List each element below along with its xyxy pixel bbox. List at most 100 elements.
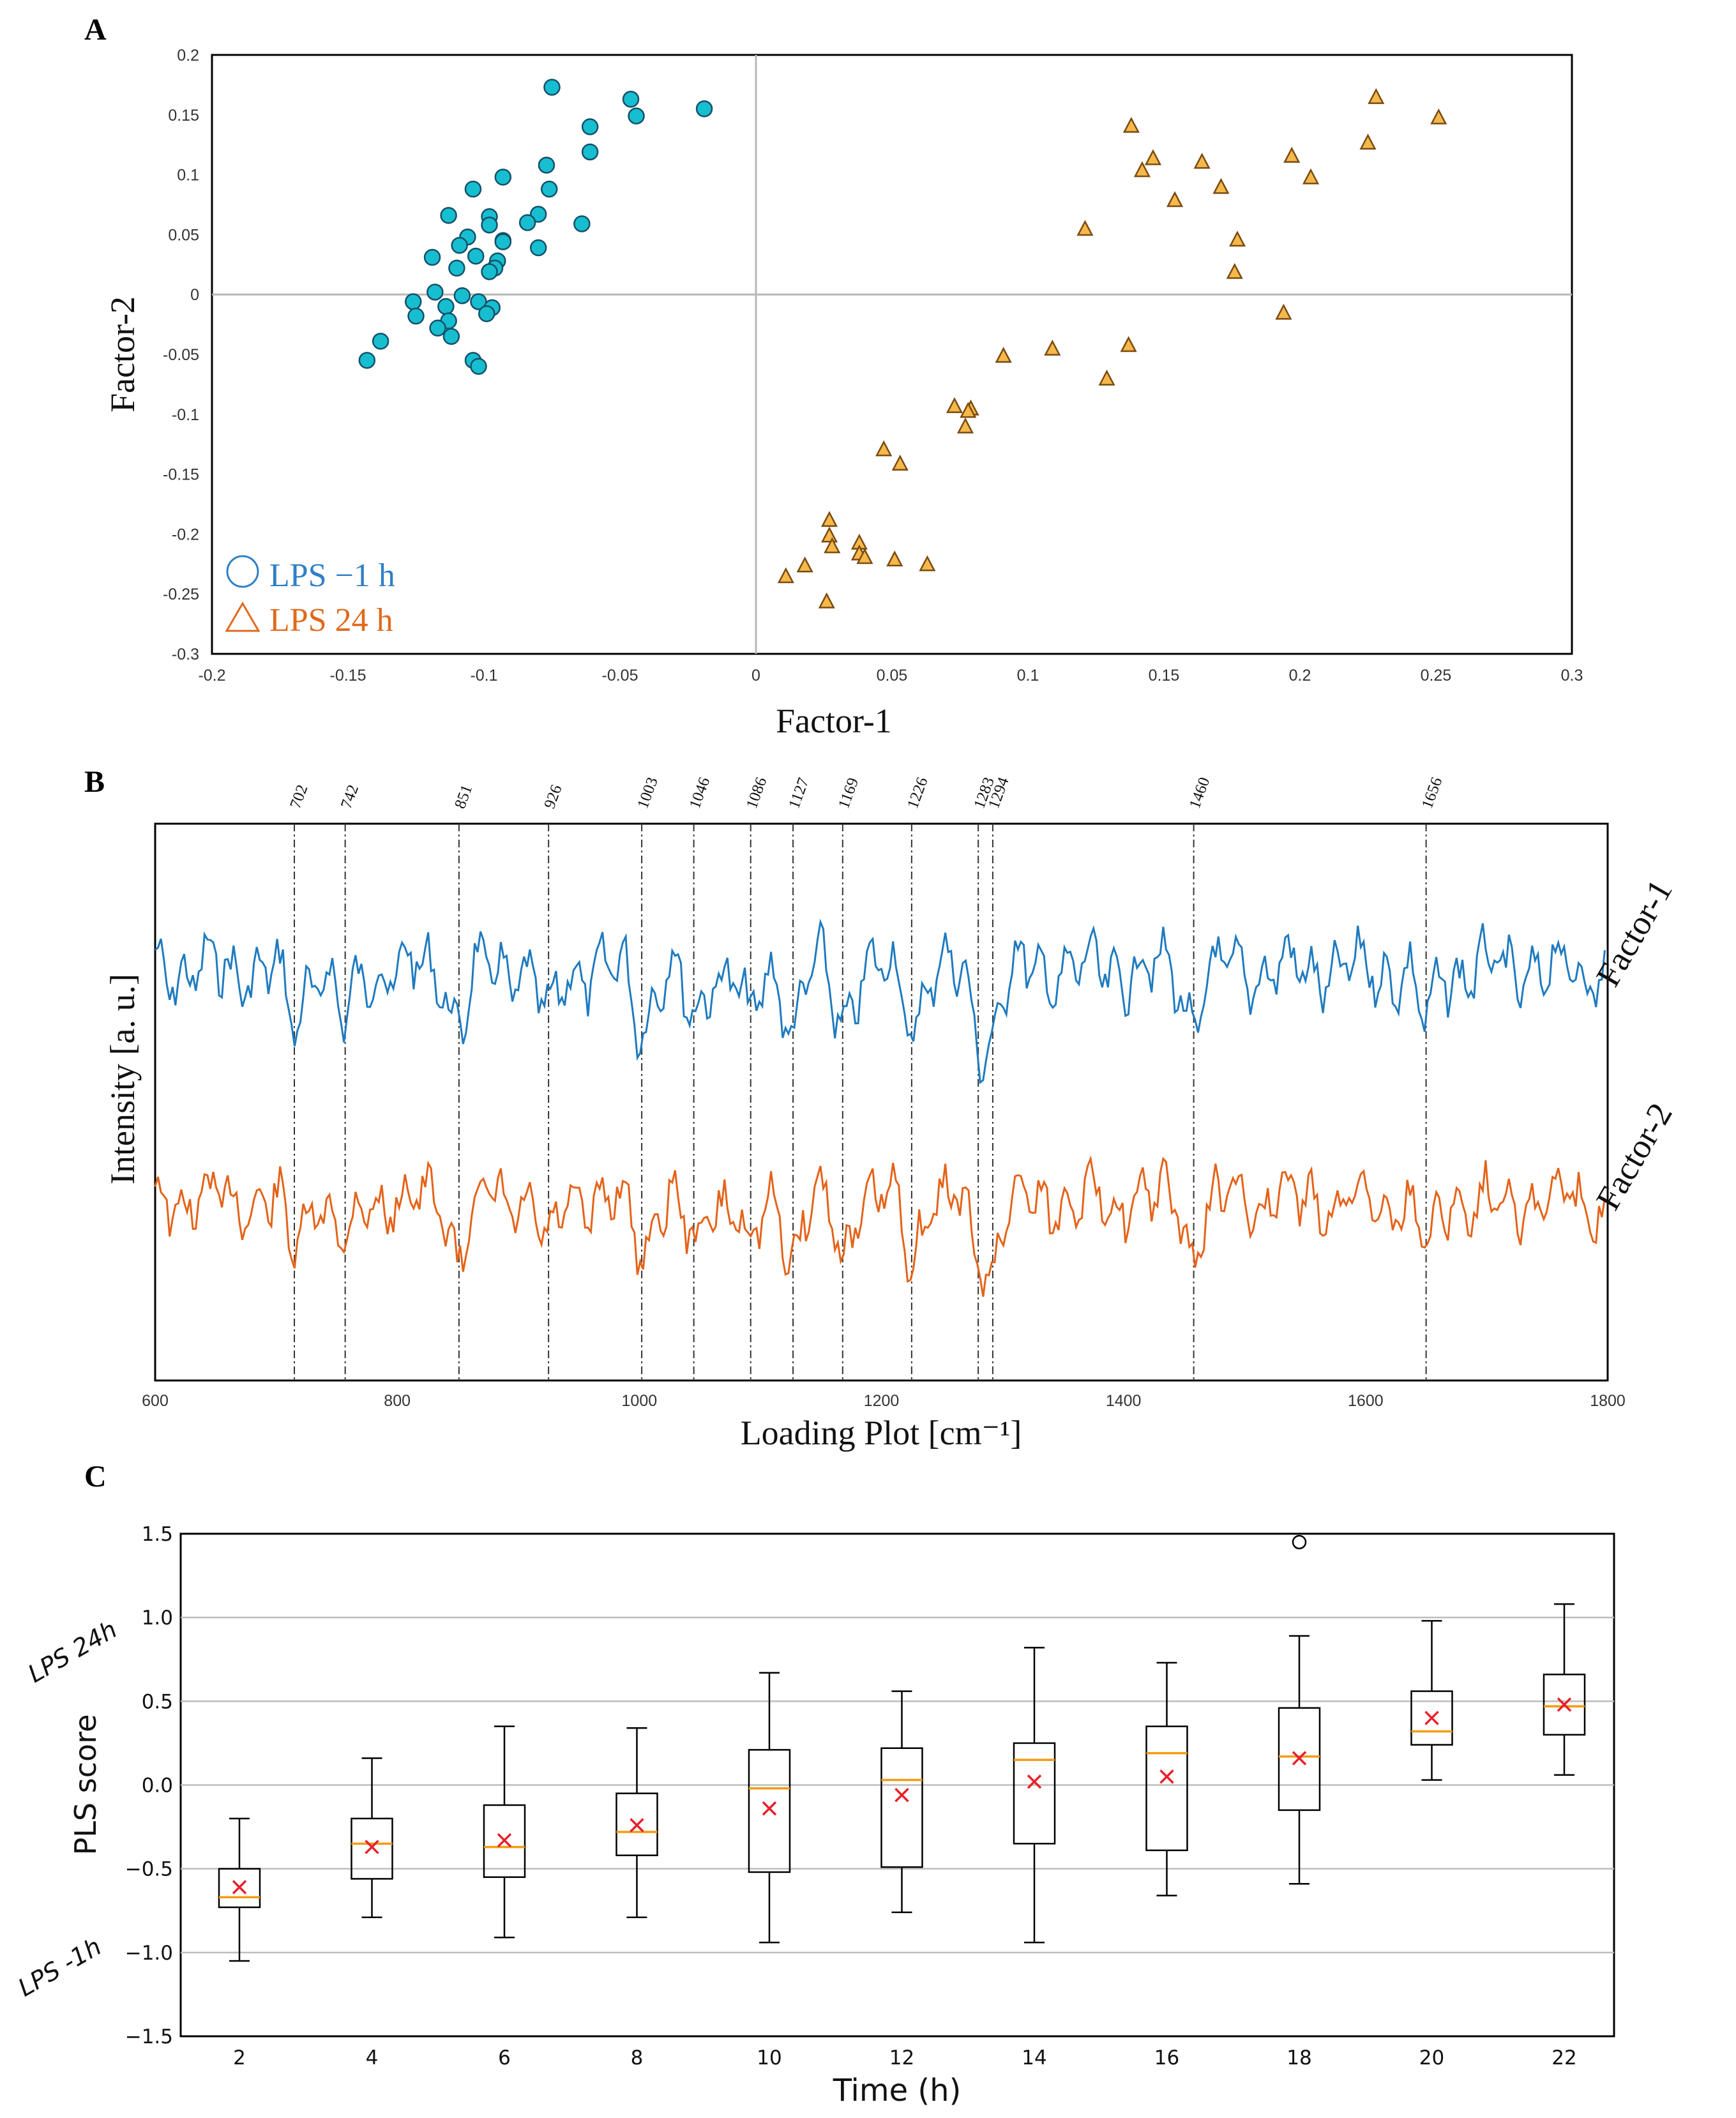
point-lps-24h (1144, 149, 1162, 165)
x-tick-label: 0.1 (1017, 667, 1039, 685)
factor-1-line (155, 918, 1606, 1085)
panel-b-y-axis-label: Intensity [a. u.] (103, 974, 142, 1184)
point-lps-24h (1359, 133, 1377, 150)
point-lps-24h (820, 526, 838, 543)
point-lps-24h (995, 347, 1012, 363)
point-lps-24h (824, 537, 841, 554)
panel-b-label: B (84, 765, 105, 799)
point-lps-minus-1h (622, 91, 640, 108)
point-lps-minus-1h (470, 358, 487, 375)
point-lps-minus-1h (581, 118, 599, 135)
annotation-lps-24h: LPS 24h (23, 1615, 121, 1688)
box-iqr (1145, 1725, 1188, 1852)
box-14h (1013, 1647, 1056, 1944)
legend-label-lps-minus-1h: LPS −1 h (269, 557, 395, 594)
panel-a-y-axis-label: Factor-2 (103, 296, 142, 412)
panel-c: C 1.5 1.0 0.5 0.0 −0.5 −1.0 −1.5 2 4 6 8 10 12 14 16 1… (13, 1460, 1615, 2108)
panel-a-x-axis-label: Factor-1 (776, 702, 892, 740)
x-tick-label: 6 (498, 2046, 511, 2069)
x-tick-label: 2 (233, 2046, 246, 2069)
panel-a-points (358, 79, 1447, 609)
point-lps-24h (875, 440, 893, 457)
y-tick-label: -0.15 (163, 466, 199, 484)
box-iqr (351, 1817, 393, 1880)
box-iqr (1410, 1690, 1453, 1746)
y-tick-label: 0 (190, 286, 199, 304)
x-tick-label: 1800 (1590, 1392, 1626, 1410)
peak-label: 1003 (634, 775, 661, 811)
panel-b-loading-lines (154, 918, 1606, 1297)
point-lps-minus-1h (464, 180, 482, 198)
point-lps-minus-1h (429, 319, 446, 337)
y-tick-label: −1.5 (125, 2025, 173, 2048)
mean-marker (1424, 1711, 1439, 1725)
point-lps-minus-1h (426, 284, 444, 301)
x-tick-label: 1000 (622, 1392, 658, 1410)
point-lps-24h (1368, 87, 1385, 104)
legend-triangle-marker (225, 601, 260, 632)
mean-marker (497, 1833, 512, 1848)
point-lps-24h (818, 592, 835, 609)
y-tick-label: -0.2 (172, 526, 199, 543)
x-tick-label: 0 (751, 667, 760, 685)
mean-marker (232, 1880, 247, 1895)
point-lps-24h (1098, 369, 1115, 386)
point-lps-24h (919, 555, 936, 571)
peak-label: 926 (541, 783, 565, 811)
panel-a-x-tick-labels: -0.2 -0.15 -0.1 -0.05 0 0.05 0.1 0.15 0.2 0.25 0.3 (198, 667, 1583, 685)
point-lps-minus-1h (423, 248, 441, 266)
mean-marker (1027, 1774, 1042, 1789)
point-lps-24h (1212, 178, 1230, 194)
x-tick-label: 1400 (1106, 1392, 1142, 1410)
point-lps-24h (1193, 153, 1211, 169)
box-20h (1410, 1620, 1453, 1781)
box-18h (1278, 1534, 1321, 1885)
box-iqr (748, 1749, 791, 1873)
panel-b-x-tick-labels: 600 800 1000 1200 1400 1600 1800 (142, 1392, 1626, 1410)
mean-marker (1159, 1769, 1174, 1784)
point-lps-minus-1h (478, 305, 495, 322)
point-lps-24h (1228, 231, 1246, 247)
mean-marker (1292, 1751, 1307, 1766)
x-tick-label: 600 (142, 1392, 169, 1410)
panel-a-y-tick-labels: 0.2 0.15 0.1 0.05 0 -0.05 -0.1 -0.15 -0.2 -0.25 -0… (163, 47, 199, 663)
box-iqr (1013, 1742, 1056, 1845)
point-lps-minus-1h (695, 100, 713, 117)
panel-b-x-axis-label: Loading Plot [cm⁻¹] (741, 1414, 1022, 1452)
point-lps-24h (796, 556, 813, 573)
point-lps-24h (1166, 191, 1184, 208)
point-lps-24h (1430, 108, 1447, 125)
point-lps-minus-1h (573, 215, 591, 232)
panel-c-y-tick-labels: 1.5 1.0 0.5 0.0 −0.5 −1.0 −1.5 (125, 1523, 173, 2048)
box-iqr (483, 1804, 526, 1879)
box-iqr (218, 1868, 261, 1909)
point-lps-minus-1h (543, 79, 561, 96)
x-tick-label: 18 (1287, 2046, 1311, 2069)
x-tick-label: 800 (384, 1392, 411, 1410)
y-tick-label: -0.3 (172, 646, 199, 663)
peak-label: 742 (338, 783, 362, 811)
x-tick-label: 4 (366, 2046, 379, 2069)
panel-c-x-tick-labels: 2 4 6 8 10 12 14 16 18 20 22 (233, 2046, 1577, 2069)
x-tick-label: 8 (631, 2046, 644, 2069)
box-6h (483, 1725, 526, 1939)
panel-b-plot-frame (154, 822, 1609, 1382)
panel-c-gridlines (181, 1616, 1614, 1954)
box-16h (1145, 1661, 1188, 1896)
point-lps-minus-1h (437, 298, 455, 315)
point-lps-24h (1120, 336, 1137, 352)
y-tick-label: 0.15 (168, 107, 199, 125)
point-lps-24h (1275, 303, 1292, 320)
y-tick-label: 1.5 (142, 1523, 173, 1546)
point-lps-minus-1h (628, 107, 645, 125)
point-lps-minus-1h (442, 328, 460, 345)
point-lps-minus-1h (529, 239, 547, 257)
x-tick-label: 0.05 (877, 667, 908, 685)
box-8h (615, 1727, 658, 1918)
x-tick-label: -0.05 (602, 667, 638, 685)
point-lps-24h (820, 511, 838, 527)
box-22h (1543, 1603, 1586, 1776)
panel-b-factor-2-label: Factor-2 (1589, 1096, 1680, 1216)
mean-marker (365, 1840, 379, 1854)
